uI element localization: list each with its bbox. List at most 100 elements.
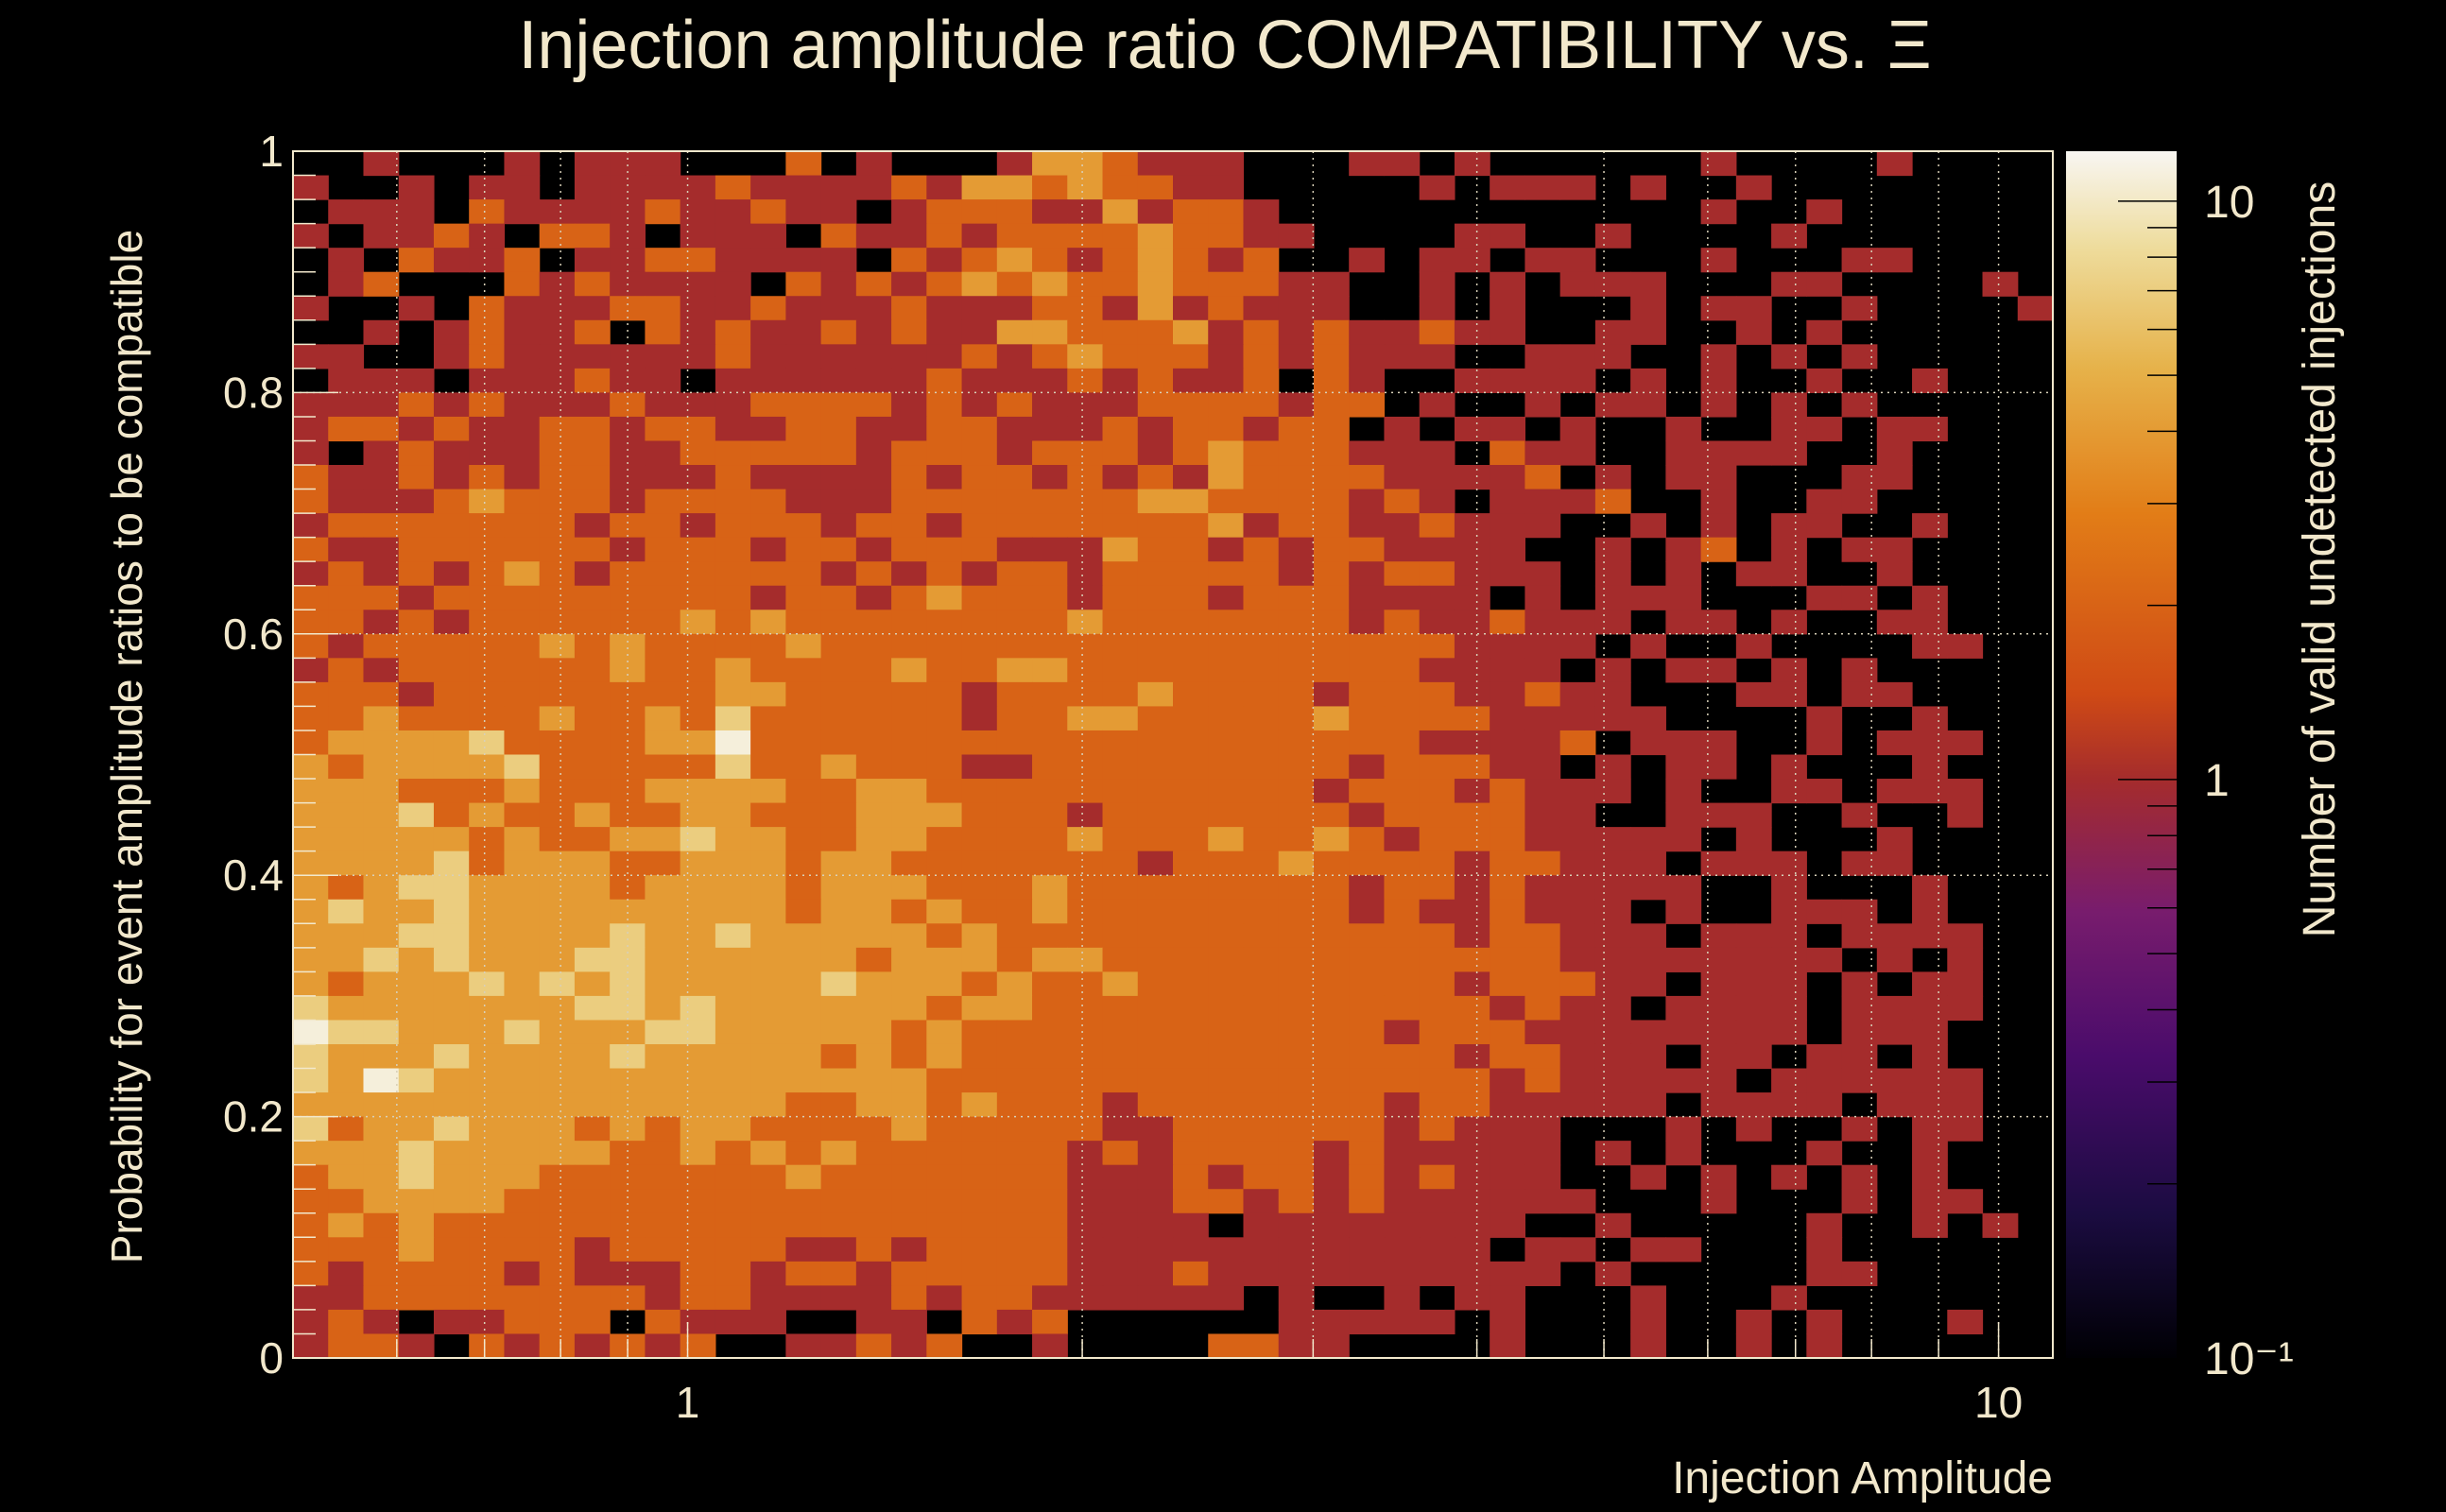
heatmap-cell bbox=[1524, 971, 1561, 997]
heatmap-cell bbox=[539, 416, 576, 442]
heatmap-cell bbox=[1419, 392, 1456, 418]
heatmap-cell bbox=[1032, 1333, 1068, 1359]
heatmap-cell bbox=[574, 827, 611, 852]
heatmap-cell bbox=[1137, 1020, 1174, 1045]
heatmap-cell bbox=[891, 223, 927, 249]
heatmap-cell bbox=[820, 1237, 857, 1263]
heatmap-cell bbox=[1490, 681, 1525, 708]
heatmap-cell bbox=[1384, 1068, 1421, 1093]
heatmap-cell bbox=[680, 779, 716, 804]
heatmap-cell bbox=[1032, 1261, 1068, 1286]
heatmap-cell bbox=[750, 537, 786, 562]
heatmap-cell bbox=[1524, 1237, 1561, 1263]
heatmap-cell bbox=[1594, 1141, 1631, 1166]
heatmap-cell bbox=[1313, 1043, 1350, 1070]
heatmap-cell bbox=[1771, 1092, 1807, 1118]
heatmap-cell bbox=[1700, 1043, 1737, 1070]
heatmap-cell bbox=[574, 947, 611, 972]
heatmap-cell bbox=[433, 344, 470, 369]
heatmap-cell bbox=[328, 1261, 365, 1286]
heatmap-cell bbox=[1700, 465, 1737, 490]
heatmap-cell bbox=[855, 947, 892, 972]
heatmap-cell bbox=[996, 489, 1033, 514]
heatmap-cell bbox=[1349, 1043, 1386, 1070]
heatmap-cell bbox=[1700, 248, 1737, 273]
heatmap-cell bbox=[504, 1285, 541, 1311]
heatmap-cell bbox=[1243, 271, 1280, 297]
heatmap-cell bbox=[469, 1261, 506, 1286]
heatmap-cell bbox=[715, 416, 751, 442]
heatmap-cell bbox=[504, 248, 541, 273]
heatmap-cell bbox=[1419, 971, 1456, 997]
heatmap-cell bbox=[1102, 151, 1139, 177]
heatmap-cell bbox=[398, 995, 435, 1022]
heatmap-cell bbox=[820, 899, 857, 924]
heatmap-cell bbox=[961, 1020, 998, 1045]
heatmap-cell bbox=[1243, 1068, 1280, 1093]
heatmap-cell bbox=[961, 537, 998, 562]
heatmap-cell bbox=[1243, 344, 1280, 369]
heatmap-cell bbox=[1208, 658, 1245, 683]
heatmap-cell bbox=[1243, 1043, 1280, 1070]
heatmap-cell bbox=[1771, 754, 1807, 780]
heatmap-cell bbox=[328, 1043, 365, 1070]
heatmap-cell bbox=[1419, 754, 1456, 780]
heatmap-cell bbox=[574, 875, 611, 901]
heatmap-cell bbox=[1067, 923, 1104, 949]
heatmap-cell bbox=[1243, 802, 1280, 828]
heatmap-cell bbox=[433, 1043, 470, 1070]
heatmap-cell bbox=[328, 1092, 365, 1118]
heatmap-cell bbox=[1947, 1189, 1984, 1214]
heatmap-cell bbox=[680, 296, 716, 321]
heatmap-cell bbox=[1173, 392, 1209, 418]
heatmap-cell bbox=[1243, 610, 1280, 635]
heatmap-cell bbox=[750, 899, 786, 924]
heatmap-cell bbox=[750, 1068, 786, 1093]
heatmap-cell bbox=[1594, 754, 1631, 780]
heatmap-cell bbox=[363, 1116, 400, 1142]
heatmap-cell bbox=[996, 1164, 1033, 1190]
heatmap-cell bbox=[1700, 513, 1737, 539]
heatmap-cell bbox=[680, 633, 716, 659]
heatmap-cell bbox=[1630, 296, 1666, 321]
heatmap-cell bbox=[750, 706, 786, 731]
heatmap-cell bbox=[1454, 368, 1490, 393]
heatmap-cell bbox=[1032, 1141, 1068, 1166]
heatmap-cell bbox=[1208, 610, 1245, 635]
heatmap-cell bbox=[1594, 1092, 1631, 1118]
heatmap-cell bbox=[574, 1212, 611, 1238]
heatmap-cell bbox=[1454, 416, 1490, 442]
heatmap-cell bbox=[469, 489, 506, 514]
heatmap-cell bbox=[961, 1068, 998, 1093]
heatmap-cell bbox=[926, 779, 963, 804]
heatmap-cell bbox=[926, 585, 963, 610]
heatmap-cell bbox=[469, 440, 506, 466]
heatmap-cell bbox=[1208, 1043, 1245, 1070]
heatmap-cell bbox=[1490, 175, 1525, 200]
heatmap-cell bbox=[680, 271, 716, 297]
heatmap-cell bbox=[1067, 151, 1104, 177]
heatmap-cell bbox=[715, 175, 751, 200]
heatmap-cell bbox=[785, 633, 822, 659]
heatmap-cell bbox=[1771, 513, 1807, 539]
heatmap-cell bbox=[1841, 923, 1878, 949]
heatmap-cell bbox=[1912, 1020, 1948, 1045]
heatmap-cell bbox=[1278, 319, 1315, 345]
heatmap-cell bbox=[1982, 271, 2019, 297]
heatmap-cell bbox=[1384, 1261, 1421, 1286]
heatmap-cell bbox=[1032, 465, 1068, 490]
heatmap-cell bbox=[645, 296, 681, 321]
heatmap-cell bbox=[1243, 995, 1280, 1022]
heatmap-cell bbox=[1559, 610, 1596, 635]
heatmap-cell bbox=[539, 1116, 576, 1142]
heatmap-cell bbox=[1630, 1237, 1666, 1263]
heatmap-cell bbox=[1137, 947, 1174, 972]
heatmap-cell bbox=[1032, 802, 1068, 828]
heatmap-cell bbox=[1313, 706, 1350, 731]
heatmap-cell bbox=[1313, 1092, 1350, 1118]
heatmap-cell bbox=[1947, 633, 1984, 659]
heatmap-cell bbox=[1454, 319, 1490, 345]
heatmap-cell bbox=[1630, 850, 1666, 876]
heatmap-cell bbox=[1278, 899, 1315, 924]
heatmap-cell bbox=[750, 1164, 786, 1190]
